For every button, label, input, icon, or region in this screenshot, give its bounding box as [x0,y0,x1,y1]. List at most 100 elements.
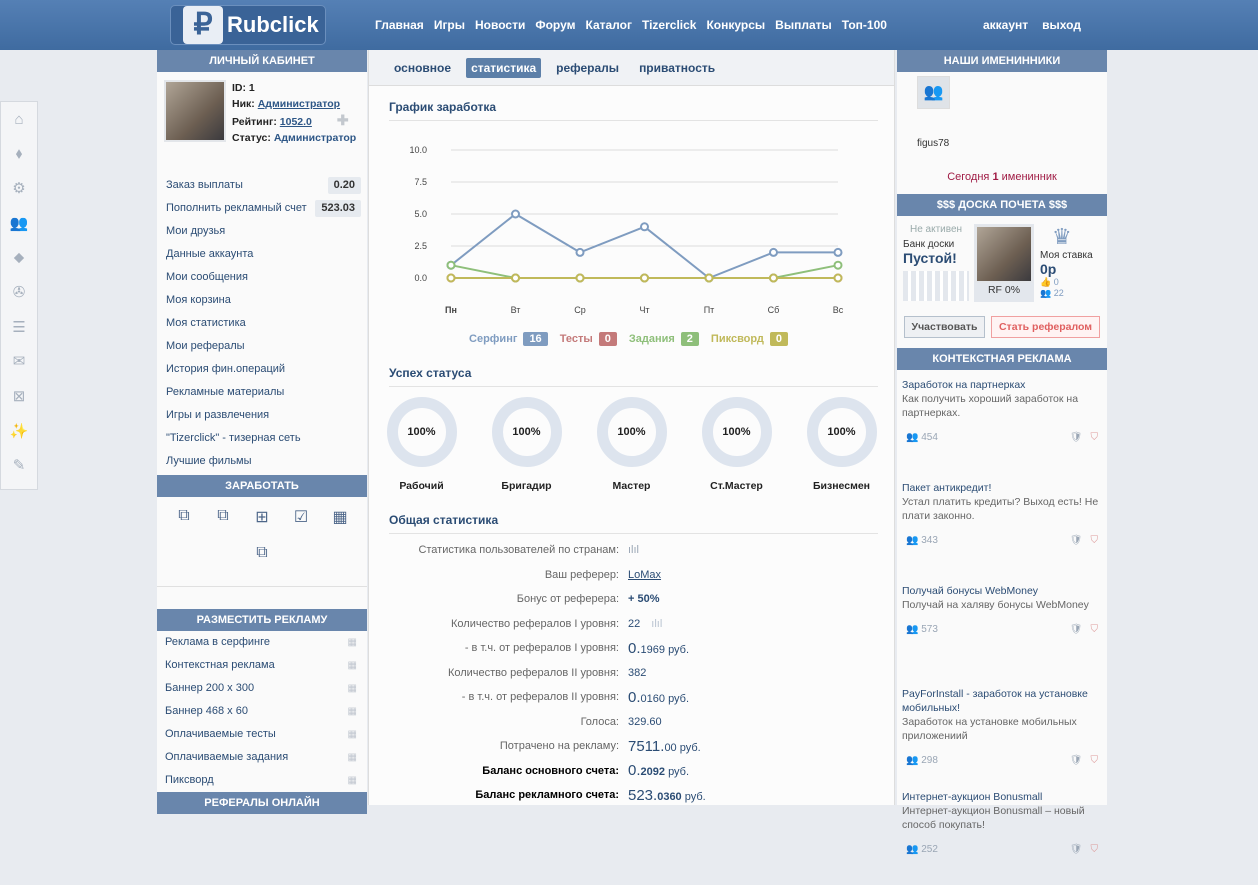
users-icon[interactable]: 👥 [9,215,29,233]
shield-report-icon[interactable]: ⛉ [1090,624,1099,635]
menu-item[interactable]: Мои сообщения [157,266,367,289]
menu-item[interactable]: Игры и развлечения [157,404,367,427]
tab-3[interactable]: приватность [639,60,716,75]
surf-icon[interactable]: ⧉ [178,507,190,524]
ads-item[interactable]: Контекстная реклама ▦ [157,654,367,677]
film-icon[interactable]: ✇ [12,284,26,302]
menu-item[interactable]: Лучшие фильмы [157,450,367,473]
list-icon[interactable]: ☰ [12,318,26,336]
nav-link[interactable]: Каталог [585,18,632,32]
stat-value-text[interactable]: ılıl [628,544,639,557]
shield-report-icon[interactable]: ⛉ [1090,535,1099,546]
ad-footer: 👥 454 🛡 ⛉ [902,432,1102,443]
tasks-icon[interactable]: ☑ [293,509,309,526]
shield-approve-icon[interactable]: 🛡 [1069,432,1083,443]
menu-item[interactable]: История фин.операций [157,358,367,381]
shield-approve-icon[interactable]: 🛡 [1069,535,1083,546]
user-avatar-icon[interactable]: 👥 [917,76,950,109]
menu-item[interactable]: Моя статистика [157,312,367,335]
leader[interactable]: RF 0% [974,224,1034,302]
add-window-icon[interactable]: ⊞ [255,509,269,526]
ad-title[interactable]: PayForInstall - заработок на установке м… [902,688,1088,714]
logo[interactable]: ₽ Rubclick [170,5,326,45]
status-ring: 100% [386,397,457,467]
stat-value-text: 382 [628,666,647,679]
context-ad[interactable]: PayForInstall - заработок на установке м… [897,679,1107,782]
home-icon[interactable]: ⌂ [14,110,24,128]
legend-name: Пиксворд [710,333,764,345]
amount-frac: 0160 [640,692,665,705]
edit-icon[interactable]: ✎ [12,457,26,475]
shield-report-icon[interactable]: ⛉ [1090,432,1099,443]
birthday-user[interactable]: figus78 [917,138,950,149]
ad-title[interactable]: Пакет антикредит! [902,482,992,494]
context-ad[interactable]: Интернет-аукцион Bonusmall Интернет-аукци… [897,782,1107,885]
ad-actions: 🛡 ⛉ [1070,755,1098,766]
plus-icon[interactable]: ✚ [336,112,349,128]
ads-item[interactable]: Оплачиваемые тесты ▦ [157,723,367,746]
table-icon[interactable]: ▦ [332,509,348,526]
rating-link[interactable]: 1052.0 [279,116,312,128]
stat-label: Статистика пользователей по странам: [418,544,619,557]
tag-icon[interactable]: ⬧ [15,145,23,163]
menu-item[interactable]: Данные аккаунта [157,243,367,266]
ads-item[interactable]: Оплачиваемые задания ▦ [157,746,367,769]
context-ad[interactable]: Заработок на партнерках Как получить хоро… [897,370,1107,473]
ad-title[interactable]: Интернет-аукцион Bonusmall [902,791,1043,803]
context-ad[interactable]: Получай бонусы WebMoney Получай на халяву… [897,576,1107,679]
ads-item[interactable]: Пиксворд ▦ [157,769,367,792]
menu-item[interactable]: Заказ выплаты 0.20 [157,174,367,197]
crossword-icon[interactable]: ⧉ [256,543,268,561]
nav-link[interactable]: Форум [535,18,576,32]
stat-value-text[interactable]: LoMax [628,568,662,581]
menu-item[interactable]: Рекламные материалы [157,381,367,404]
ads-item[interactable]: Баннер 468 x 60 ▦ [157,700,367,723]
nav-link[interactable]: аккаунт [983,18,1029,32]
nav-link[interactable]: Tizerclick [641,18,697,32]
nav-link[interactable]: Выплаты [775,18,832,32]
tab-0[interactable]: основное [394,60,452,75]
shield-report-icon[interactable]: ⛉ [1090,755,1099,766]
nav-link[interactable]: Главная [375,18,424,32]
windows-icon[interactable]: ⧉ [217,507,229,524]
ads-item[interactable]: Реклама в серфинге ▦ [157,631,367,654]
ads-item[interactable]: Баннер 200 x 300 ▦ [157,677,367,700]
ad-title[interactable]: Получай бонусы WebMoney [902,585,1039,597]
tags-icon[interactable]: ⬥ [13,249,25,267]
become-referral-button[interactable]: Стать рефералом [991,316,1100,338]
main-nav: Главная Игры Новости Форум Каталог Tizerclick… [375,18,965,32]
nav-link[interactable]: выход [1042,18,1081,32]
stats-table: Статистика пользователей по странам: ılıl… [369,538,894,808]
menu-item[interactable]: Мои друзья [157,220,367,243]
nav-link[interactable]: Игры [433,18,466,32]
magic-icon[interactable]: ✨ [9,422,29,440]
menu-item-label: "Tizerclick" - тизерная сеть [166,432,301,444]
nav-link[interactable]: Новости [475,18,526,32]
stat-label: Количество рефералов II уровня: [447,666,619,679]
nick-link[interactable]: Администратор [257,98,341,110]
avatar[interactable] [164,80,226,142]
nav-link[interactable]: Конкурсы [706,18,766,32]
context-ad[interactable]: Пакет антикредит! Устал платить кредиты? … [897,473,1107,576]
nav-link[interactable]: Топ-100 [841,18,887,32]
shield-approve-icon[interactable]: 🛡 [1069,624,1083,635]
menu-item[interactable]: Мои рефералы [157,335,367,358]
menu-item[interactable]: Пополнить рекламный счет 523.03 [157,197,367,220]
side-toolbar: ⌂ ⬧ ⚙ 👥 ⬥ ✇ ☰ ✉ ⊠ ✨ ✎ [0,101,38,490]
participate-button[interactable]: Участвовать [904,316,985,338]
chart-title: График заработка [389,94,878,121]
mail-icon[interactable]: ✉ [12,353,26,371]
shield-report-icon[interactable]: ⛉ [1090,844,1099,855]
stat-value: 0.0160 руб. [628,689,689,706]
ad-title[interactable]: Заработок на партнерках [902,379,1026,391]
gear-icon[interactable]: ⚙ [12,180,26,198]
menu-item[interactable]: Моя корзина [157,289,367,312]
tab-1[interactable]: статистика [466,57,542,78]
header: ₽ Rubclick Главная Игры Новости Форум Каталог… [0,0,1258,50]
close-box-icon[interactable]: ⊠ [12,388,26,406]
shield-approve-icon[interactable]: 🛡 [1069,844,1083,855]
bar-chart-icon[interactable]: ılıl [648,617,663,630]
tab-2[interactable]: рефералы [556,60,620,75]
menu-item[interactable]: "Tizerclick" - тизерная сеть [157,427,367,450]
shield-approve-icon[interactable]: 🛡 [1069,755,1083,766]
